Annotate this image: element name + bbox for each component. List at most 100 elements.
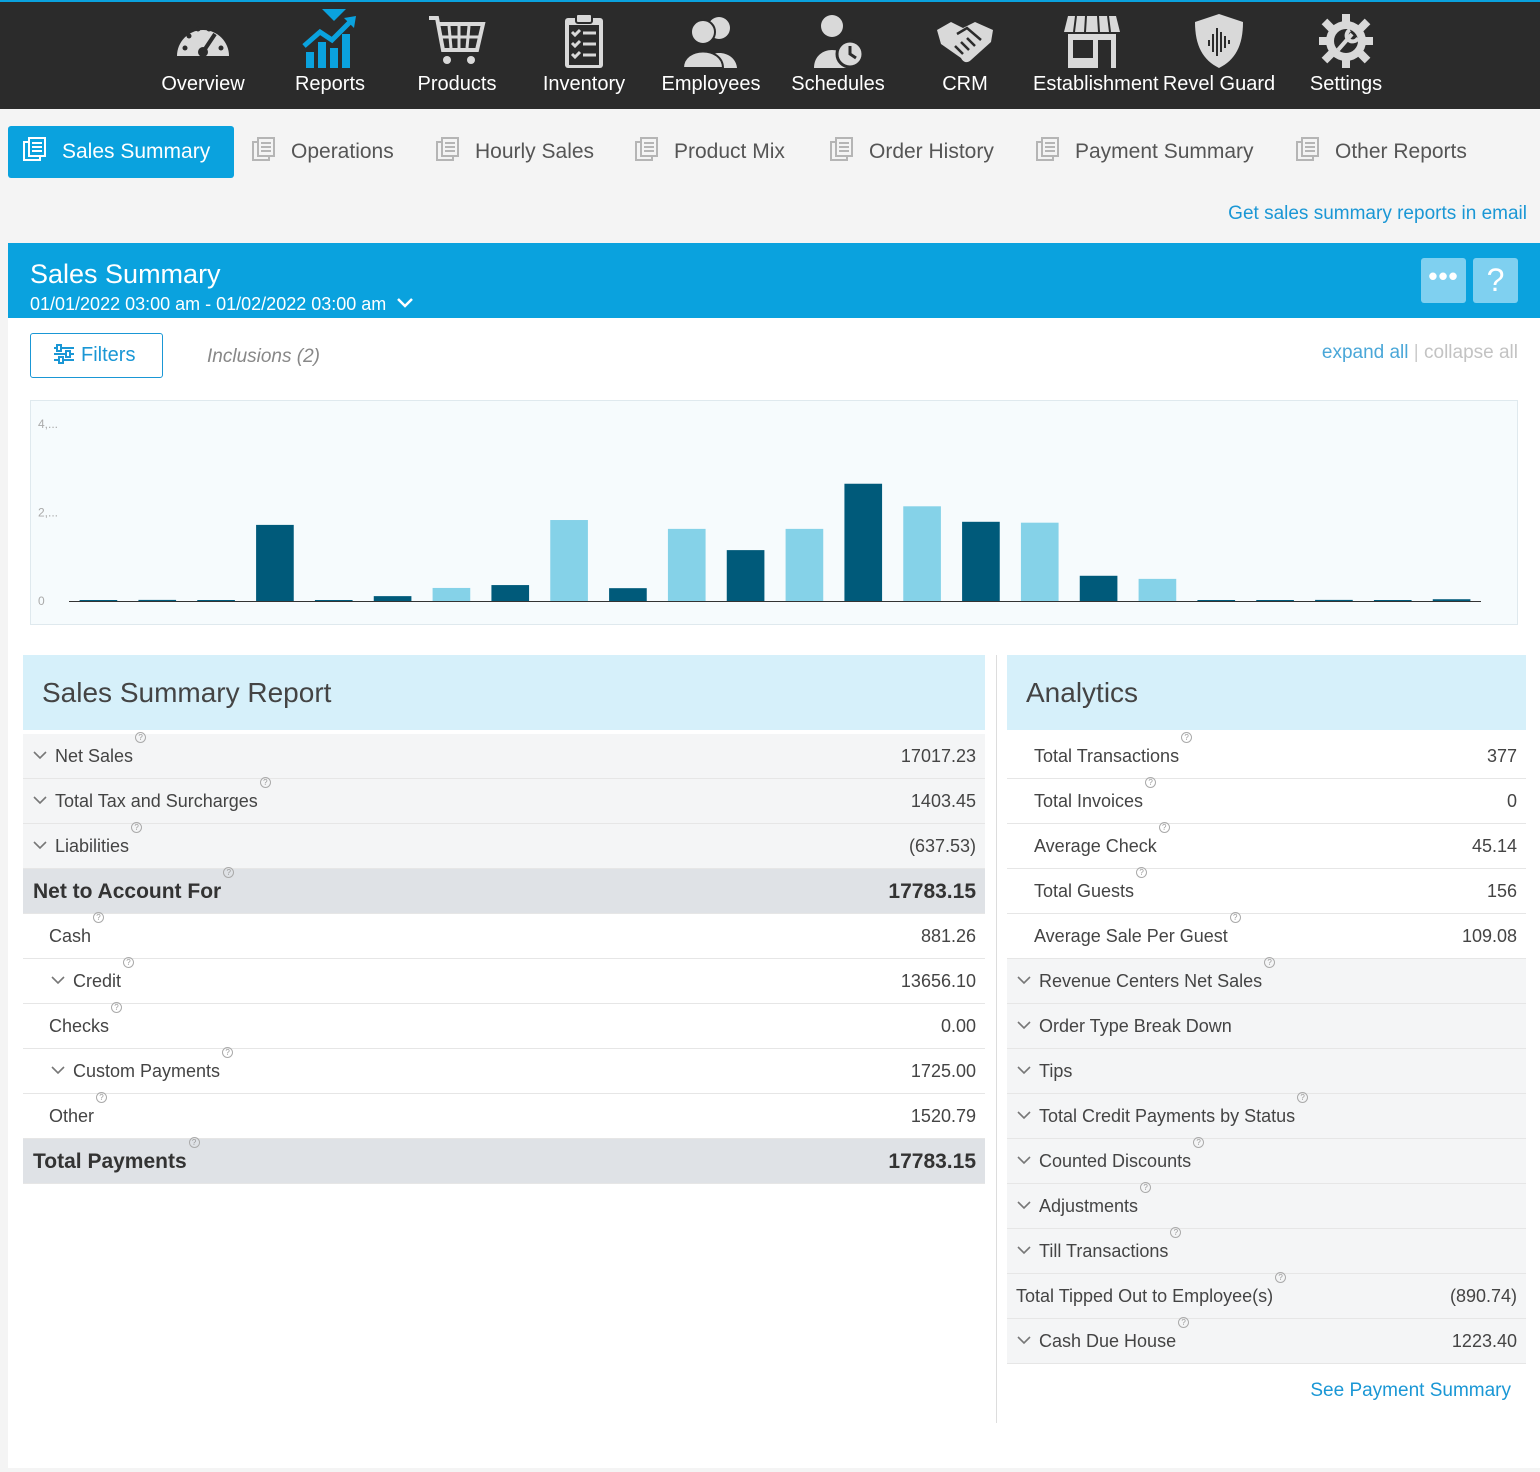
tab-other-reports[interactable]: Other Reports (1295, 126, 1467, 178)
row-liabilities[interactable]: Liabilities? (637.53) (23, 822, 985, 869)
row-revenue-centers-net-sales[interactable]: Revenue Centers Net Sales? (1007, 957, 1526, 1004)
nav-revel-guard[interactable]: Revel Guard (1160, 12, 1278, 104)
row-tips[interactable]: Tips (1007, 1049, 1526, 1094)
chevron-down-icon[interactable] (51, 1065, 65, 1075)
help-tooltip-icon[interactable]: ? (223, 867, 235, 878)
help-tooltip-icon[interactable]: ? (1181, 732, 1193, 743)
row-till-transactions[interactable]: Till Transactions? (1007, 1227, 1526, 1274)
chart-bar[interactable] (1432, 599, 1471, 601)
more-options-button[interactable]: ••• (1421, 258, 1466, 303)
nav-products[interactable]: Products (398, 12, 516, 104)
chevron-down-icon[interactable] (1017, 975, 1031, 985)
chevron-down-icon[interactable] (33, 840, 47, 850)
chart-bar[interactable] (609, 588, 647, 601)
chevron-down-icon[interactable] (1017, 1065, 1031, 1075)
chart-bar[interactable] (726, 550, 765, 601)
see-payment-summary-link[interactable]: See Payment Summary (1310, 1380, 1511, 1401)
help-tooltip-icon[interactable]: ? (1275, 1272, 1287, 1283)
row-custom-payments[interactable]: Custom Payments? 1725.00 (23, 1047, 985, 1094)
help-tooltip-icon[interactable]: ? (1178, 1317, 1190, 1328)
help-tooltip-icon[interactable]: ? (111, 1002, 123, 1013)
tab-payment-summary[interactable]: Payment Summary (1035, 126, 1254, 178)
nav-inventory[interactable]: Inventory (525, 12, 643, 104)
sales-report-rows: Net Sales? 17017.23 Total Tax and Surcharg… (23, 732, 985, 1184)
help-tooltip-icon[interactable]: ? (188, 1137, 200, 1148)
collapse-all-link[interactable]: collapse all (1424, 342, 1518, 363)
chart-bar[interactable] (197, 600, 235, 601)
help-button[interactable]: ? (1473, 258, 1518, 303)
help-tooltip-icon[interactable]: ? (123, 957, 135, 968)
filters-button[interactable]: Filters (30, 333, 163, 378)
chart-bar[interactable] (491, 585, 530, 601)
help-tooltip-icon[interactable]: ? (131, 822, 143, 833)
nav-reports[interactable]: Reports (271, 9, 389, 104)
nav-crm[interactable]: CRM (906, 12, 1024, 104)
chart-bar[interactable] (903, 506, 941, 601)
chart-bar[interactable] (667, 528, 706, 601)
inclusions-link[interactable]: Inclusions (2) (207, 346, 320, 367)
row-cash-due-house[interactable]: Cash Due House? 1223.40 (1007, 1317, 1526, 1364)
help-tooltip-icon[interactable]: ? (1193, 1137, 1205, 1148)
chart-bar[interactable] (1256, 600, 1294, 601)
row-counted-discounts[interactable]: Counted Discounts? (1007, 1137, 1526, 1184)
nav-schedules[interactable]: Schedules (779, 12, 897, 104)
row-total-tax-and-surcharges[interactable]: Total Tax and Surcharges? 1403.45 (23, 777, 985, 824)
chart-bar[interactable] (256, 524, 294, 601)
chevron-down-icon[interactable] (51, 975, 65, 985)
chevron-down-icon[interactable] (1017, 1200, 1031, 1210)
row-order-type-break-down[interactable]: Order Type Break Down (1007, 1004, 1526, 1049)
row-adjustments[interactable]: Adjustments? (1007, 1182, 1526, 1229)
tab-hourly-sales[interactable]: Hourly Sales (435, 126, 594, 178)
chart-bar[interactable] (1079, 575, 1118, 601)
nav-overview[interactable]: Overview (144, 12, 262, 104)
help-tooltip-icon[interactable]: ? (222, 1047, 234, 1058)
help-tooltip-icon[interactable]: ? (1264, 957, 1276, 968)
help-tooltip-icon[interactable]: ? (96, 1092, 108, 1103)
row-credit[interactable]: Credit? 13656.10 (23, 957, 985, 1004)
tab-product-mix[interactable]: Product Mix (634, 126, 785, 178)
date-range-selector[interactable]: 01/01/2022 03:00 am - 01/02/2022 03:00 a… (30, 294, 414, 315)
chevron-down-icon[interactable] (33, 795, 47, 805)
chart-bar[interactable] (844, 483, 883, 601)
row-total-credit-payments-by-status[interactable]: Total Credit Payments by Status? (1007, 1092, 1526, 1139)
chevron-down-icon[interactable] (1017, 1155, 1031, 1165)
chart-bar[interactable] (785, 528, 824, 601)
chart-bar[interactable] (1373, 600, 1412, 601)
chart-bar[interactable] (432, 587, 471, 601)
chart-bar[interactable] (314, 600, 353, 601)
help-tooltip-icon[interactable]: ? (1297, 1092, 1309, 1103)
chart-bar[interactable] (1020, 522, 1059, 601)
chart-bar[interactable] (1197, 600, 1236, 601)
chart-bar[interactable] (962, 521, 1000, 601)
chart-bar[interactable] (1138, 578, 1177, 601)
help-tooltip-icon[interactable]: ? (1145, 777, 1157, 788)
chart-bar[interactable] (79, 600, 118, 601)
help-tooltip-icon[interactable]: ? (1140, 1182, 1152, 1193)
chevron-down-icon[interactable] (1017, 1020, 1031, 1030)
chart-bar[interactable] (138, 599, 177, 601)
help-tooltip-icon[interactable]: ? (1136, 867, 1148, 878)
help-tooltip-icon[interactable]: ? (93, 912, 105, 923)
help-tooltip-icon[interactable]: ? (135, 732, 147, 743)
tab-sales-summary[interactable]: Sales Summary (8, 126, 235, 178)
chart-bar[interactable] (550, 520, 588, 601)
chevron-down-icon[interactable] (1017, 1245, 1031, 1255)
nav-employees[interactable]: Employees (652, 12, 770, 104)
chart-bar[interactable] (1315, 599, 1353, 601)
email-reports-link[interactable]: Get sales summary reports in email (1228, 203, 1527, 224)
nav-establishment[interactable]: Establishment (1033, 12, 1159, 104)
chevron-down-icon[interactable] (1017, 1110, 1031, 1120)
row-net-sales[interactable]: Net Sales? 17017.23 (23, 732, 985, 779)
row-label-text: Other (49, 1106, 95, 1126)
chevron-down-icon[interactable] (1017, 1335, 1031, 1345)
chart-bar[interactable] (373, 596, 412, 601)
chevron-down-icon[interactable] (33, 750, 47, 760)
help-tooltip-icon[interactable]: ? (259, 777, 271, 788)
tab-operations[interactable]: Operations (251, 126, 394, 178)
expand-all-link[interactable]: expand all (1321, 342, 1409, 363)
nav-settings[interactable]: Settings (1287, 12, 1405, 104)
help-tooltip-icon[interactable]: ? (1170, 1227, 1182, 1238)
tab-order-history[interactable]: Order History (829, 126, 994, 178)
help-tooltip-icon[interactable]: ? (1229, 912, 1241, 923)
help-tooltip-icon[interactable]: ? (1158, 822, 1170, 833)
